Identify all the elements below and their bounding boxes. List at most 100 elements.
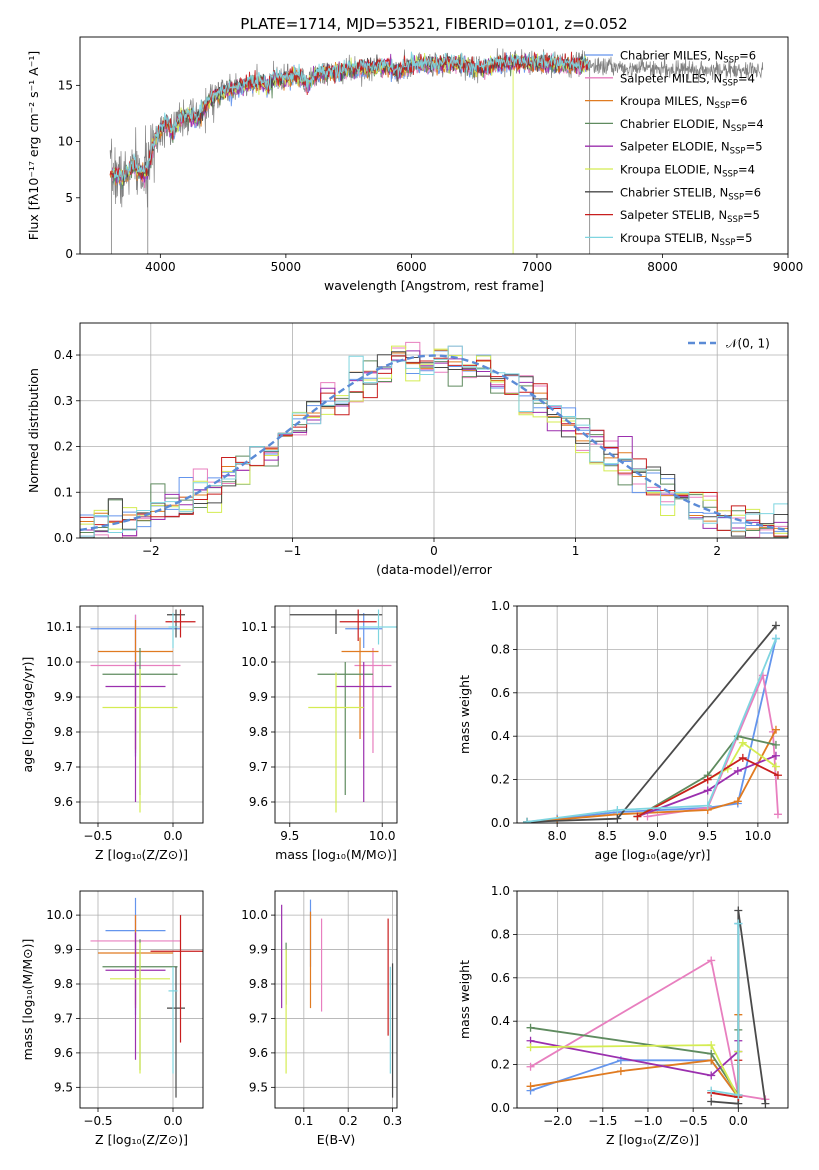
y-tick-label: 0.4 — [491, 729, 510, 743]
mass-weight-marker — [734, 919, 743, 928]
y-tick-label: 9.7 — [54, 1011, 73, 1025]
mass-weight-marker — [526, 1023, 535, 1032]
y-tick-label: 0.0 — [491, 816, 510, 830]
y-tick-label: 9.8 — [249, 977, 268, 991]
panel-age-vs-mass: 9.5 10.0 9.6 9.7 9.8 9.9 10.0 10.1 mass [log₁₀(M… — [241, 605, 398, 862]
x-axis-label: Z [log₁₀(Z/Z⊙)] — [606, 1132, 699, 1147]
y-tick-label: 10.0 — [46, 908, 73, 922]
gaussian-reference-curve — [80, 354, 788, 532]
mass-weight-marker — [526, 1062, 535, 1071]
y-tick-label: 9.9 — [249, 690, 268, 704]
mass-weight-marker — [703, 786, 712, 795]
axes-frame — [79, 890, 204, 1109]
y-tick-label: 10.0 — [241, 655, 268, 669]
y-tick-label: 10.0 — [46, 655, 73, 669]
mass-weight-marker — [523, 817, 532, 823]
mass-weight-marker — [761, 1099, 770, 1108]
axes-frame — [516, 605, 789, 824]
panel-residuals: 𝒩(0, 1) −2 −1 0 1 2 0.0 0.1 0.2 0.3 0.4 (data-model… — [26, 322, 789, 577]
mass-weight-marker — [526, 1082, 535, 1091]
plot-content — [90, 897, 203, 1098]
y-tick-label: 9.8 — [249, 725, 268, 739]
x-tick-label: 5000 — [271, 260, 302, 274]
y-tick-label: 9.7 — [249, 1011, 268, 1025]
y-tick-label: 9.5 — [54, 1080, 73, 1094]
mass-weight-line — [637, 754, 777, 818]
x-tick-label: −0.5 — [83, 1114, 112, 1128]
mass-weight-marker — [633, 812, 642, 821]
plot-content — [109, 48, 764, 254]
mass-weight-line — [526, 729, 777, 823]
mass-weight-marker — [707, 1071, 716, 1080]
mass-weight-marker — [707, 956, 716, 965]
mass-weight-marker — [703, 775, 712, 784]
y-tick-label: 1.0 — [491, 599, 510, 613]
mass-weight-marker — [703, 801, 712, 810]
x-tick-label: −1 — [284, 544, 302, 558]
mass-weight-marker — [733, 797, 742, 806]
x-tick-label: −2 — [142, 544, 160, 558]
x-axis-label: age [log₁₀(age/yr)] — [595, 847, 711, 862]
y-tick-label: 0.2 — [491, 773, 510, 787]
mass-weight-marker — [738, 738, 747, 747]
mass-weight-marker — [707, 1097, 716, 1106]
axes-frame — [79, 605, 204, 824]
mass-weight-marker — [773, 810, 782, 819]
y-tick-label: 0.4 — [491, 1014, 510, 1028]
model-spectrum — [112, 51, 591, 182]
residual-histogram — [80, 345, 788, 538]
x-axis-label: Z [log₁₀(Z/Z⊙)] — [95, 1132, 188, 1147]
y-axis-label: Flux [fλ10⁻¹⁷ erg cm⁻² s⁻¹ A⁻¹] — [26, 51, 41, 240]
x-tick-label: 10.0 — [369, 829, 396, 843]
y-tick-label: 0.8 — [491, 927, 510, 941]
plot-area — [517, 891, 788, 1108]
x-tick-label: 0.3 — [383, 1114, 402, 1128]
x-tick-label: 1 — [572, 544, 580, 558]
y-axis-label: mass [log₁₀(M/M⊙)] — [20, 939, 35, 1061]
legend-label: Salpeter MILES, NSSP=4 — [620, 71, 755, 88]
legend-label: Salpeter STELIB, NSSP=5 — [620, 208, 760, 225]
y-tick-label: 0.8 — [491, 642, 510, 656]
x-tick-label: 0.0 — [729, 1114, 748, 1128]
panel-mass-vs-EBV: 0.1 0.2 0.3 9.5 9.6 9.7 9.8 9.9 10.0 E(B-V) — [241, 890, 402, 1147]
y-tick-label: 9.6 — [249, 795, 268, 809]
panel-spectrum: Chabrier MILES, NSSP=6 Salpeter MILES, NS… — [26, 36, 804, 293]
axes-frame — [516, 890, 789, 1109]
y-tick-label: 9.9 — [54, 943, 73, 957]
legend-label: Kroupa STELIB, NSSP=5 — [620, 231, 752, 248]
mass-weight-marker — [738, 753, 747, 762]
mass-weight-marker — [773, 771, 782, 780]
y-tick-label: 0 — [65, 247, 73, 261]
figure-title: PLATE=1714, MJD=53521, FIBERID=0101, z=0… — [240, 15, 627, 33]
x-axis-label: E(B-V) — [317, 1132, 356, 1147]
mass-weight-marker — [616, 1067, 625, 1076]
panel-mass-vs-Z: −0.5 0.0 9.5 9.6 9.7 9.8 9.9 10.0 Z [log₁₀(Z/Z⊙)… — [20, 890, 204, 1147]
mass-weight-marker — [707, 1049, 716, 1058]
axes-frame — [274, 605, 398, 824]
plot-area — [80, 606, 203, 823]
y-tick-label: 0.3 — [54, 394, 73, 408]
legend-label: Chabrier ELODIE, NSSP=4 — [620, 117, 764, 134]
y-tick-label: 9.9 — [54, 690, 73, 704]
x-tick-label: 7000 — [522, 260, 553, 274]
plot-content — [80, 341, 788, 538]
plot-area — [517, 606, 788, 823]
x-tick-label: 8000 — [647, 260, 678, 274]
mass-weight-marker — [771, 751, 780, 760]
x-tick-label: 9000 — [773, 260, 804, 274]
x-tick-label: 10.0 — [745, 829, 772, 843]
x-tick-label: 0 — [430, 544, 438, 558]
mass-weight-marker — [734, 906, 743, 915]
y-tick-label: 0.1 — [54, 485, 73, 499]
plot-content — [523, 621, 782, 823]
mass-weight-marker — [613, 805, 622, 814]
x-tick-label: −1.0 — [633, 1114, 662, 1128]
y-tick-label: 0.0 — [54, 531, 73, 545]
y-axis-label: Normed distribution — [26, 368, 41, 493]
x-axis-label: mass [log₁₀(M/M⊙)] — [275, 847, 397, 862]
y-tick-label: 0.2 — [491, 1058, 510, 1072]
x-tick-label: 0.0 — [163, 829, 182, 843]
y-tick-label: 5 — [65, 191, 73, 205]
model-spectrum — [109, 51, 591, 182]
y-tick-label: 9.8 — [54, 977, 73, 991]
